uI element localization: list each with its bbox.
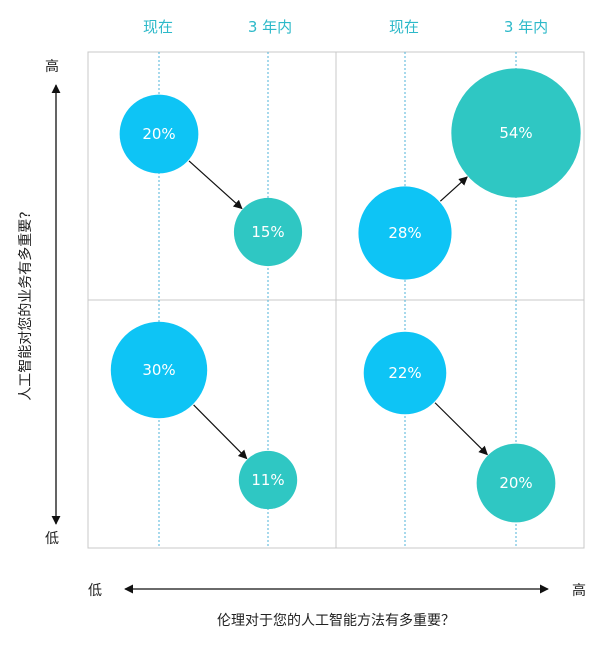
- transition-arrow-q4: [434, 402, 488, 456]
- bubble-label-now-q2: 28%: [388, 224, 421, 242]
- column-label-now-left: 现在: [143, 18, 173, 36]
- y-axis-title: 人工智能对您的业务有多重要?: [17, 211, 34, 400]
- bubble-label-now-q4: 22%: [388, 364, 421, 382]
- x-axis-title: 伦理对于您的人工智能方法有多重要？: [217, 612, 455, 629]
- bubble-label-3yr-q3: 11%: [251, 471, 284, 489]
- bubble-now-q1: [119, 94, 199, 174]
- bubble-3yr-q1: [233, 197, 303, 267]
- bubble-label-now-q1: 20%: [142, 125, 175, 143]
- bubble-now-q4: [363, 331, 447, 415]
- x-axis-low-label: 低: [88, 583, 102, 599]
- column-label-now-right: 现在: [389, 18, 419, 36]
- transition-arrow-q2: [439, 176, 468, 202]
- column-label-3yr-left: 3 年内: [248, 18, 292, 36]
- bubble-3yr-q4: [476, 443, 556, 523]
- bubble-label-now-q3: 30%: [142, 361, 175, 379]
- y-axis-high-label: 高: [45, 58, 59, 75]
- y-axis-low-label: 低: [45, 531, 59, 547]
- bubble-now-q2: [358, 186, 452, 280]
- bubble-now-q3: [110, 321, 208, 419]
- bubble-label-3yr-q4: 20%: [499, 474, 532, 492]
- bubble-3yr-q3: [238, 450, 298, 510]
- transition-arrow-q1: [188, 160, 243, 210]
- bubble-3yr-q2: [451, 68, 581, 198]
- bubble-layer: 20% 15% 28% 54% 30% 11% 22% 20%: [110, 68, 581, 523]
- column-label-3yr-right: 3 年内: [504, 18, 548, 36]
- bubble-label-3yr-q2: 54%: [499, 124, 532, 142]
- x-axis-high-label: 高: [572, 582, 586, 599]
- bubble-label-3yr-q1: 15%: [251, 223, 284, 241]
- transition-arrow-q3: [193, 404, 248, 460]
